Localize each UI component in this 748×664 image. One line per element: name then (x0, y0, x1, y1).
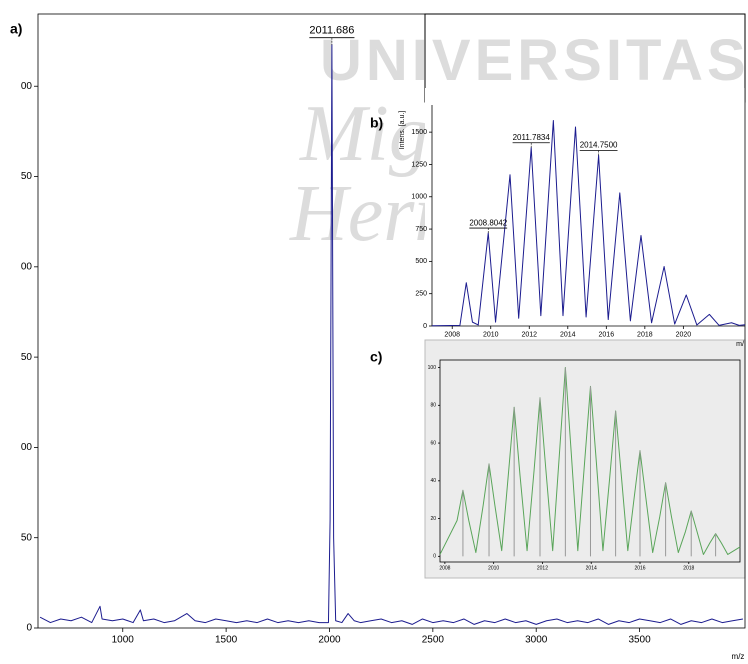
peak-label: 2014.7500 (580, 141, 618, 150)
x-tick-label: 2012 (521, 331, 537, 338)
y-tick-label: 00 (21, 442, 33, 453)
x-tick-label: 2016 (634, 565, 645, 571)
x-axis-label: m/ (736, 341, 744, 348)
y-tick-label: 50 (21, 532, 33, 543)
x-tick-label: 2010 (483, 331, 499, 338)
spectrum-line (431, 120, 746, 327)
x-tick-label: 1500 (215, 635, 238, 646)
x-axis-label: m/z (732, 652, 745, 661)
x-tick-label: 3000 (525, 635, 548, 646)
x-tick-label: 2014 (560, 331, 576, 338)
panel-label: c) (370, 349, 382, 365)
y-tick-label: 50 (21, 171, 33, 182)
x-tick-label: 2008 (444, 331, 460, 338)
panel-label: a) (10, 21, 22, 37)
y-tick-label: 50 (21, 352, 33, 363)
x-tick-label: 2018 (637, 331, 653, 338)
plot-frame (439, 359, 741, 563)
panel-label: b) (370, 115, 383, 131)
y-tick-label: 00 (21, 261, 33, 272)
y-tick-label: 60 (430, 440, 436, 446)
peak-label: 2011.686 (309, 25, 354, 37)
y-tick-label: 00 (21, 81, 33, 92)
x-tick-label: 2008 (439, 565, 450, 571)
y-tick-label: 40 (430, 478, 436, 484)
x-tick-label: 2016 (599, 331, 615, 338)
x-tick-label: 2010 (488, 565, 499, 571)
y-axis-label: Intens. [a.u.] (399, 111, 406, 150)
spectrum-line (39, 44, 744, 625)
y-tick-label: 100 (428, 365, 437, 371)
x-tick-label: 2000 (318, 635, 341, 646)
x-tick-label: 2018 (683, 565, 694, 571)
x-tick-label: 2014 (586, 565, 597, 571)
x-tick-label: 1000 (112, 635, 135, 646)
x-tick-label: 3500 (628, 635, 651, 646)
spectrum-line (439, 367, 741, 555)
x-tick-label: 2012 (537, 565, 548, 571)
y-tick-label: 250 (415, 291, 427, 298)
y-tick-label: 750 (415, 226, 427, 233)
watermark: UNIVERSITAS (320, 28, 748, 93)
y-tick-label: 500 (415, 258, 427, 265)
y-tick-label: 0 (433, 554, 436, 560)
plot-frame (37, 13, 746, 629)
x-tick-label: 2500 (422, 635, 445, 646)
y-tick-label: 1500 (411, 129, 427, 136)
x-tick-label: 2020 (676, 331, 692, 338)
y-tick-label: 1250 (411, 161, 427, 168)
y-tick-label: 1000 (411, 194, 427, 201)
y-tick-label: 0 (26, 623, 32, 634)
y-tick-label: 0 (423, 323, 427, 330)
peak-label: 2008.8042 (469, 218, 507, 227)
peak-label: 2011.7834 (513, 133, 551, 142)
y-tick-label: 80 (430, 403, 436, 409)
y-tick-label: 20 (430, 516, 436, 522)
